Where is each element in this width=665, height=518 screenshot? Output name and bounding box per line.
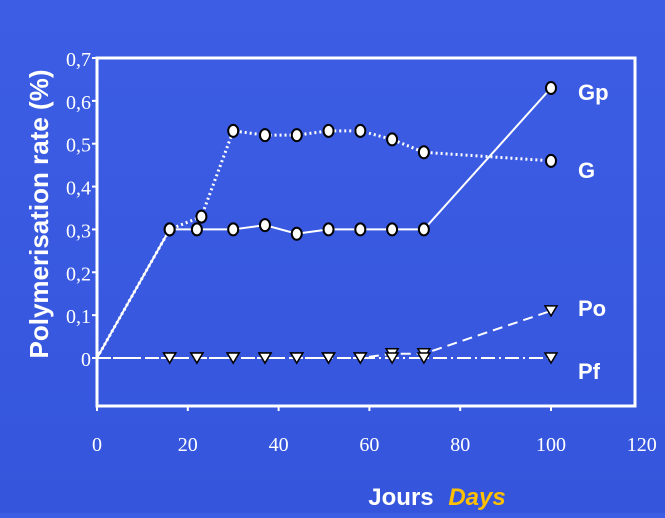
axes	[92, 56, 637, 411]
data-point-G	[417, 145, 430, 160]
data-point-Gp	[227, 222, 240, 237]
y-tick-label: 0,3	[66, 220, 91, 242]
data-point-G	[545, 153, 557, 168]
y-axis-label: Polymerisation rate (%)	[24, 70, 54, 359]
data-point-Pf	[352, 352, 368, 365]
series-labels: Gp G Po Pf	[578, 80, 609, 384]
data-point-Pf	[257, 352, 273, 365]
series-line-G	[95, 129, 552, 359]
y-tick-label: 0,5	[66, 135, 91, 157]
data-point-Pf	[225, 352, 241, 365]
data-point-Po	[543, 305, 559, 318]
data-point-Gp	[354, 222, 367, 237]
y-tick-label: 0,7	[66, 49, 91, 71]
data-point-Pf	[289, 352, 305, 365]
data-point-Gp	[386, 222, 399, 237]
data-point-Gp	[545, 81, 557, 95]
series-line-Po	[97, 309, 552, 359]
data-point-G	[195, 209, 208, 224]
y-tick-label: 0,1	[66, 306, 91, 328]
data-point-Pf	[321, 352, 336, 365]
series-label-G: G	[578, 158, 595, 183]
x-tick-label: 80	[450, 434, 470, 456]
x-tick-label: 0	[92, 434, 102, 456]
y-tick-label: 0,2	[66, 263, 91, 285]
data-point-G	[386, 132, 399, 147]
x-tick-label: 40	[269, 434, 289, 456]
x-tick-label: 20	[178, 434, 198, 456]
plot-frame	[95, 56, 637, 408]
series-label-Gp: Gp	[578, 80, 609, 105]
series-label-Pf: Pf	[578, 359, 601, 384]
data-point-Pf	[384, 352, 400, 365]
data-point-Gp	[290, 226, 303, 241]
data-point-Pf	[543, 352, 559, 365]
y-tick-label: 0	[81, 349, 91, 371]
y-tick-label: 0,6	[66, 92, 91, 114]
axis-titles: Polymerisation rate (%) Jours Days	[24, 70, 506, 511]
tick-labels: 0 0,1 0,2 0,3 0,4 0,5 0,6 0,7 0 20 40 60 80 100 120	[66, 49, 657, 456]
data-point-G	[227, 123, 240, 138]
data-point-Gp	[322, 222, 335, 237]
data-point-Pf	[162, 352, 177, 365]
data-point-Pf	[416, 352, 432, 365]
x-axis-label: Jours Days	[368, 484, 505, 511]
data-point-G	[258, 128, 271, 143]
x-tick-label: 120	[627, 434, 657, 456]
x-tick-label: 60	[359, 434, 379, 456]
data-point-Gp	[417, 222, 430, 237]
x-axis-label-en: Days	[448, 484, 505, 511]
series-markers	[162, 81, 559, 365]
x-axis-label-fr: Jours	[368, 484, 433, 511]
series-label-Po: Po	[578, 296, 606, 321]
data-point-G	[354, 123, 367, 138]
data-point-Pf	[189, 352, 205, 365]
y-tick-label: 0,4	[66, 178, 91, 200]
data-point-Gp	[258, 218, 271, 233]
data-point-G	[290, 128, 303, 143]
x-tick-label: 100	[536, 434, 566, 456]
data-point-G	[322, 123, 335, 138]
data-point-G	[163, 222, 176, 237]
data-point-Gp	[190, 222, 203, 237]
